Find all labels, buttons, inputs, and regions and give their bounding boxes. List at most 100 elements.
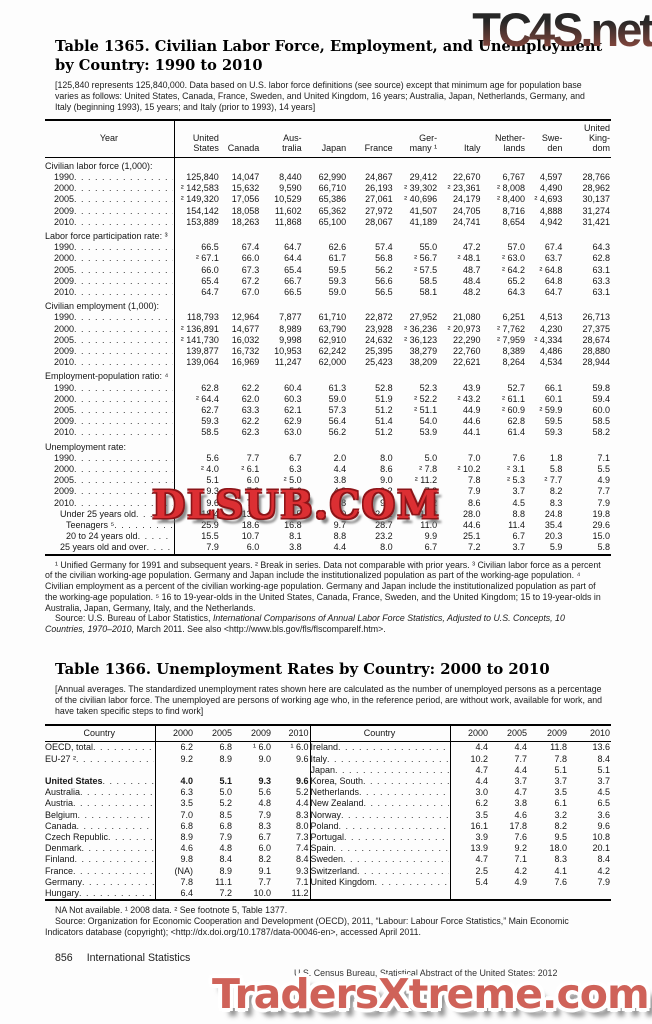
leader-dots [74, 335, 173, 346]
leader-dots [93, 742, 153, 753]
row-label-cell: Czech Republic [45, 831, 156, 844]
value-cell: 9.6 [206, 497, 219, 508]
value-cell: 9.4 [380, 497, 393, 508]
value-cell: 21,080 [453, 312, 481, 323]
value-cell: 9,998 [279, 334, 302, 345]
value-cell: 4.8 [219, 843, 232, 854]
row-label-flex: Japan [311, 765, 449, 776]
row-label: Poland [310, 820, 339, 831]
row-label-cell: 2010 [45, 427, 175, 439]
value-cell: (NA) [174, 865, 194, 876]
row-label-flex: OECD, total [45, 742, 154, 753]
row-label-cell: Belgium [45, 809, 156, 821]
table-row: Finland9.88.48.28.4Sweden4.77.18.38.4 [45, 854, 611, 866]
section-heading-cell: Labor force participation rate: ³ [45, 228, 175, 243]
value-cell: 59.3 [544, 427, 563, 438]
value-cell: 60.3 [284, 393, 302, 404]
leader-dots [74, 383, 173, 394]
empty-cell [482, 228, 526, 242]
row-label: EU-27 ² [45, 753, 77, 764]
empty-cell [394, 157, 438, 172]
leader-dots [73, 866, 153, 877]
value-cell: 3.7 [512, 542, 526, 553]
table-row: 2000 ² 67.1 66.0 64.4 61.7 56.8 ² 56.7 ² 48.1 ² … [45, 253, 611, 265]
row-label-flex: Czech Republic [45, 832, 154, 843]
row-label-flex: Hungary [45, 888, 154, 899]
row-label-cell: 2009 [45, 205, 175, 217]
table-1366: Country 2000 2005 2009 2010 Country 2000 2005 20… [45, 723, 611, 902]
value-cell: 4.4 [514, 742, 527, 753]
row-label-flex: 2010 [45, 498, 173, 509]
value-cell: 63.0 [284, 427, 302, 438]
value-cell: 58.2 [592, 427, 610, 438]
row-label: Belgium [45, 809, 78, 820]
row-label-cell: 2009 [45, 416, 175, 428]
table-row: Hungary 6.4 7.2 10.011.2 [45, 887, 611, 901]
value-cell: 25,395 [365, 346, 393, 357]
value-cell: 11.8 [550, 742, 567, 753]
value-cell: 7.0 [180, 809, 193, 820]
empty-cell [526, 368, 563, 382]
empty-cell [347, 157, 393, 172]
value-cell: 5.6 [289, 486, 302, 497]
row-label-flex: 2010 [45, 427, 173, 438]
leader-dots [363, 776, 448, 787]
value-cell: 4,490 [539, 183, 563, 194]
column-header: 2010 [272, 724, 311, 743]
row-label-flex: 2000 [45, 394, 173, 405]
empty-cell [233, 765, 272, 776]
leader-dots [76, 754, 153, 765]
value-cell: 25.9 [201, 520, 219, 531]
value-cell: 52.8 [375, 382, 393, 393]
empty-cell [155, 765, 194, 776]
value-cell: ² 20,973 [447, 323, 481, 334]
row-label-flex: 2000 [45, 324, 173, 335]
row-label-flex: 1990 [45, 383, 173, 394]
value-cell: 4.2 [597, 865, 610, 876]
value-cell: 6.8 [219, 820, 232, 831]
value-cell: 44.6 [463, 416, 481, 427]
value-cell: 5.0 [424, 452, 438, 463]
value-cell: 9.6 [272, 775, 311, 788]
value-cell: 56.5 [375, 287, 393, 298]
row-label-flex: Italy [311, 754, 449, 765]
value-cell: 24,632 [365, 334, 393, 345]
value-cell: 4,230 [539, 323, 563, 334]
value-cell: 4,888 [539, 205, 563, 216]
value-cell: 35.4 [544, 520, 563, 531]
row-label-cell: 1990 [45, 382, 175, 394]
table-1366-header: Country 2000 2005 2009 2010 Country 2000 2005 20… [45, 724, 611, 743]
value-cell: ² 23,361 [447, 183, 481, 194]
table-1365-header: Year United States Canada Aus- tralia Japan F… [45, 120, 611, 158]
empty-cell [347, 439, 393, 453]
leader-dots [74, 217, 173, 228]
value-cell: 7.6 [514, 831, 527, 842]
value-cell: 7.9 [597, 497, 610, 508]
value-cell: ² 4,693 [534, 194, 563, 205]
row-label-cell: Poland [310, 820, 451, 832]
row-label: Labor force participation rate: ³ [45, 231, 168, 241]
value-cell: 5.8 [597, 542, 610, 553]
row-label-flex: Spain [311, 843, 449, 854]
value-cell: 10.2 [470, 753, 488, 764]
value-cell: 7.6 [512, 452, 526, 463]
row-label-flex: Poland [311, 821, 449, 832]
empty-cell [260, 439, 302, 453]
leader-dots [138, 531, 173, 542]
value-cell: 8.5 [219, 809, 232, 820]
empty-cell [220, 298, 260, 312]
value-cell: 8.3 [258, 820, 271, 831]
value-cell: 3.5 [475, 809, 488, 820]
table-row: 2005 ² 149,320 17,056 10,529 65,386 27,061 ² 4… [45, 194, 611, 206]
empty-cell [394, 298, 438, 312]
value-cell: 66.7 [284, 275, 302, 286]
row-label-flex: Norway [311, 810, 449, 821]
row-label-cell: Teenagers ⁵ [45, 520, 175, 532]
value-cell: 8.6 [468, 497, 481, 508]
value-cell: 125,840 [186, 171, 219, 182]
empty-cell [482, 298, 526, 312]
value-cell: 8.3 [549, 497, 563, 508]
